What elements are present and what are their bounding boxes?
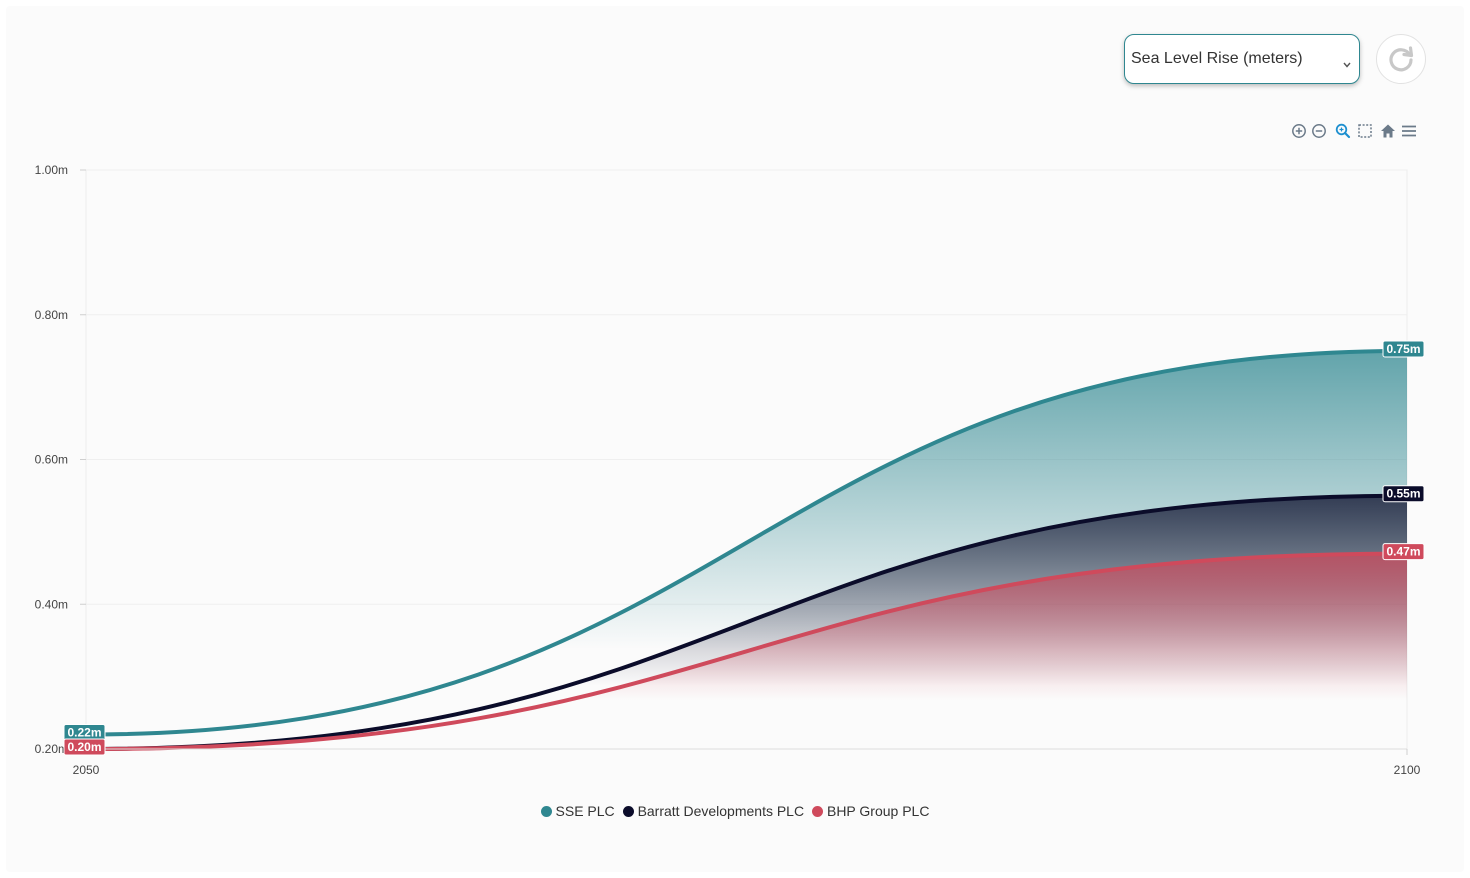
pan-select-icon[interactable]: [1356, 122, 1374, 140]
y-tick-label: 0.60m: [35, 453, 68, 467]
legend-marker: [540, 806, 552, 817]
svg-text:0.75m: 0.75m: [1386, 342, 1420, 356]
series-lines: [84, 348, 1409, 751]
end-label-barratt: 0.55m: [1382, 485, 1425, 503]
legend-marker: [811, 806, 823, 817]
metric-select[interactable]: Sea Level Rise (meters): [1124, 34, 1360, 84]
x-tick-label: 2050: [73, 763, 100, 777]
chart-legend: SSE PLC Barratt Developments PLC BHP Gro…: [0, 803, 1470, 823]
line-bhp[interactable]: [84, 551, 1409, 751]
zoom-in-icon[interactable]: [1290, 122, 1308, 140]
start-label-sse: 0.22m: [63, 724, 106, 742]
y-tick-label: 0.80m: [35, 308, 68, 322]
legend-item-sse[interactable]: SSE PLC: [540, 803, 615, 819]
refresh-icon: [1389, 46, 1414, 72]
zoom-select-icon[interactable]: [1334, 122, 1352, 140]
legend-label: BHP Group PLC: [826, 803, 930, 819]
legend-marker: [622, 806, 634, 817]
legend-label: Barratt Developments PLC: [637, 803, 805, 819]
start-label-bhp: 0.20m: [63, 738, 106, 756]
axes: 0.20m 0.40m 0.60m 0.80m 1.00m 2050 2100: [35, 163, 1421, 777]
svg-text:0.20m: 0.20m: [67, 740, 101, 754]
metric-select-value: Sea Level Rise (meters): [1131, 50, 1303, 67]
svg-text:0.55m: 0.55m: [1386, 487, 1420, 501]
y-tick-label: 0.40m: [35, 597, 68, 611]
refresh-button[interactable]: [1376, 34, 1426, 84]
home-reset-icon[interactable]: [1379, 122, 1397, 140]
x-tick-label: 2100: [1394, 763, 1421, 777]
svg-text:0.47m: 0.47m: [1386, 545, 1420, 559]
svg-text:0.22m: 0.22m: [67, 726, 101, 740]
menu-icon[interactable]: [1400, 122, 1418, 140]
end-label-sse: 0.75m: [1382, 340, 1425, 358]
end-label-bhp: 0.47m: [1382, 543, 1425, 561]
chevron-down-icon: [1343, 55, 1351, 73]
zoom-out-icon[interactable]: [1310, 122, 1328, 140]
legend-item-bhp[interactable]: BHP Group PLC: [811, 803, 930, 819]
line-sse[interactable]: [84, 348, 1409, 737]
legend-item-barratt[interactable]: Barratt Developments PLC: [622, 803, 805, 819]
series-areas: [86, 350, 1407, 749]
y-tick-label: 1.00m: [35, 163, 68, 177]
y-tick-label: 0.20m: [35, 742, 68, 756]
legend-label: SSE PLC: [555, 803, 615, 819]
line-barratt[interactable]: [84, 493, 1409, 751]
